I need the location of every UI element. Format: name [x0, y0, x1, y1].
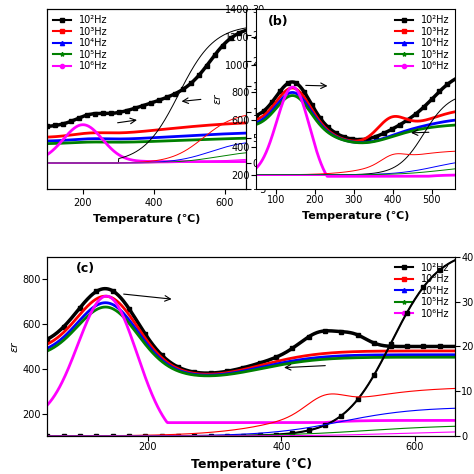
- Text: (b): (b): [268, 15, 289, 28]
- X-axis label: Temperature (℃): Temperature (℃): [93, 214, 201, 224]
- Legend: 10²Hz, 10³Hz, 10⁴Hz, 10⁵Hz, 10⁶Hz: 10²Hz, 10³Hz, 10⁴Hz, 10⁵Hz, 10⁶Hz: [392, 11, 453, 75]
- X-axis label: Temperature (℃): Temperature (℃): [191, 458, 312, 471]
- X-axis label: Temperature (℃): Temperature (℃): [302, 210, 410, 220]
- Y-axis label: εr: εr: [212, 94, 222, 104]
- Y-axis label: tanδ: tanδ: [270, 87, 280, 111]
- Text: (c): (c): [76, 262, 95, 275]
- Y-axis label: εr: εr: [10, 341, 20, 352]
- Legend: 10²Hz, 10³Hz, 10⁴Hz, 10⁵Hz, 10⁶Hz: 10²Hz, 10³Hz, 10⁴Hz, 10⁵Hz, 10⁶Hz: [49, 11, 111, 75]
- Legend: 10²Hz, 10³Hz, 10⁴Hz, 10⁵Hz, 10⁶Hz: 10²Hz, 10³Hz, 10⁴Hz, 10⁵Hz, 10⁶Hz: [392, 259, 453, 322]
